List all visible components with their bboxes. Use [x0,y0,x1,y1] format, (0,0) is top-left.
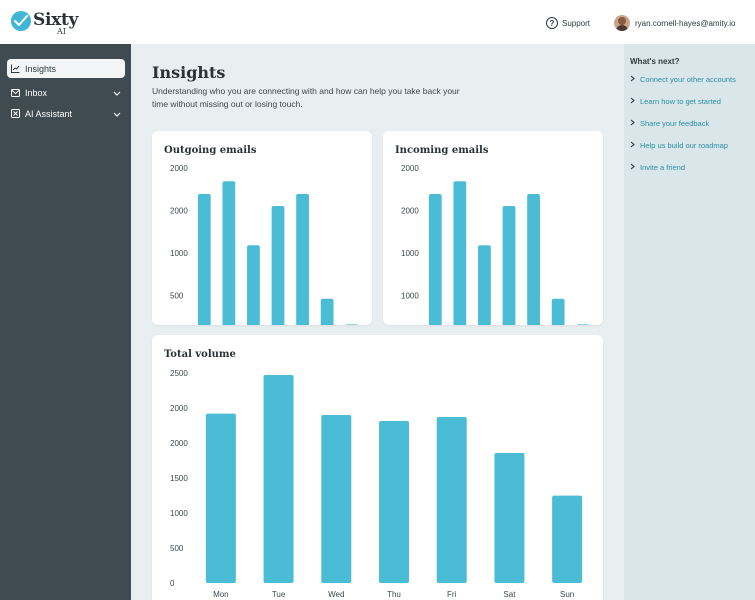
main-content: Insights Understanding who you are conne… [131,44,624,600]
bar-sat[interactable] [494,453,525,583]
incoming-emails-card: Incoming emails 01000100020002000MonTueW… [383,131,603,325]
bar-mon[interactable] [428,194,442,325]
bar-fri[interactable] [296,194,309,325]
user-menu[interactable]: ryan.cornell-hayes@amity.io [614,15,735,31]
chart-title: Incoming emails [395,145,489,156]
x-tick-label: Mon [213,590,229,599]
y-tick-label: 0 [170,579,175,588]
mail-icon [11,88,20,97]
chevron-down-icon[interactable] [113,109,121,119]
support-label: Support [562,18,591,28]
chart-title: Total volume [164,349,236,360]
y-tick-label: 1500 [170,474,188,483]
bar-fri[interactable] [527,194,540,325]
bar-wed[interactable] [478,245,491,325]
bar-tue[interactable] [222,181,236,325]
chevron-down-icon[interactable] [113,88,121,98]
y-tick-label: 1000 [170,249,188,258]
y-tick-label: 2000 [170,439,188,448]
y-tick-label: 2000 [170,404,188,413]
x-tick-label: Fri [447,590,457,599]
bar-thu[interactable] [271,206,285,325]
bar-mon[interactable] [197,194,211,325]
link-label: Help us build our roadmap [640,140,728,150]
y-tick-label: 2000 [170,164,188,173]
sidebar: Insights Inbox AI Assistant [0,44,131,600]
x-tick-label: Wed [328,590,344,599]
logo-text: Sixty [33,10,79,30]
bar-sun[interactable] [552,495,583,583]
total-volume-card: Total volume 0 500 1000 1500 2000 2000 2500 Mon… [152,335,603,600]
x-tick-label: Sat [503,590,516,599]
bar-sun[interactable] [576,324,589,325]
link-label: Connect your other accounts [640,74,736,84]
sixty-logo[interactable]: Sixty AI [11,9,81,39]
sidebar-item-label: AI Assistant [25,108,73,119]
x-tick-label: Tue [272,590,286,599]
y-tick-label: 500 [170,292,184,301]
link-label: Share your feedback [640,118,710,128]
bar-thu[interactable] [502,206,516,325]
bar-thu[interactable] [378,421,410,583]
chevron-right-icon [630,163,635,172]
bar-sat[interactable] [551,298,565,325]
chevron-right-icon [630,141,635,150]
sparkle-grid-icon [11,109,20,118]
link-share-feedback[interactable]: Share your feedback [630,117,709,129]
page-title: Insights [152,63,226,82]
y-tick-label: 1000 [401,249,419,258]
link-connect-accounts[interactable]: Connect your other accounts [630,73,736,85]
y-tick-label: 1000 [170,509,188,518]
chart-line-icon [11,64,20,73]
sidebar-item-inbox[interactable]: Inbox [7,83,125,102]
whats-next-panel: What's next? Connect your other accounts… [624,44,755,600]
bar-wed[interactable] [321,415,352,583]
x-tick-label: Sun [560,590,574,599]
outgoing-emails-card: Outgoing emails 0500100020002000MonTueWe… [152,131,372,325]
check-icon [11,11,31,31]
y-tick-label: 2000 [170,207,188,216]
outgoing-emails-chart: 0500100020002000MonTueWedThuFriSatSun [170,164,358,325]
link-label: Learn how to get started [640,96,721,106]
sidebar-item-label: Inbox [25,87,48,98]
top-bar: Sixty AI ? Support ryan.cornell-hayes@am… [0,0,755,44]
total-volume-chart: 0 500 1000 1500 2000 2000 2500 Mon Tue Wed Thu Fri S… [170,369,583,599]
bar-tue[interactable] [263,375,294,583]
chart-title: Outgoing emails [164,145,257,156]
y-tick-label: 2000 [401,164,419,173]
incoming-emails-chart: 01000100020002000MonTueWedThuFriSatSun [401,164,589,325]
bar-wed[interactable] [247,245,260,325]
avatar [614,15,630,31]
bar-sun[interactable] [345,324,358,325]
y-tick-label: 500 [170,544,184,553]
bar-tue[interactable] [453,181,467,325]
chevron-right-icon [630,75,635,84]
y-tick-label: 2000 [401,207,419,216]
page-subtitle: Understanding who you are connecting wit… [152,86,460,109]
question-circle-icon: ? [546,17,558,29]
logo-subtext: AI [57,27,66,36]
y-tick-label: 1000 [401,292,419,301]
bar-fri[interactable] [436,417,467,583]
link-invite-friend[interactable]: Invite a friend [630,161,685,173]
bar-mon[interactable] [205,413,236,583]
sidebar-item-insights[interactable]: Insights [7,59,125,78]
bar-sat[interactable] [320,298,334,325]
link-label: Invite a friend [640,162,686,172]
chevron-right-icon [630,97,635,106]
chevron-right-icon [630,119,635,128]
user-email: ryan.cornell-hayes@amity.io [635,18,736,28]
sidebar-item-ai-assistant[interactable]: AI Assistant [7,104,125,123]
link-get-started[interactable]: Learn how to get started [630,95,721,107]
y-tick-label: 2500 [170,369,188,378]
link-roadmap[interactable]: Help us build our roadmap [630,139,728,151]
support-link[interactable]: ? Support [546,16,590,30]
x-tick-label: Thu [387,590,401,599]
whats-next-title: What's next? [630,57,680,66]
sidebar-item-label: Insights [25,63,57,74]
